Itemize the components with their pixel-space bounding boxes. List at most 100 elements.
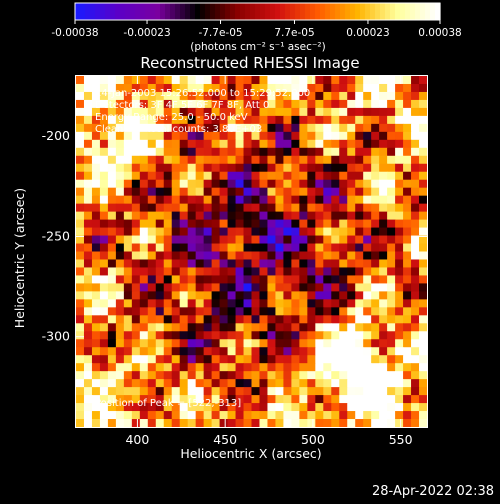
heatmap-cell <box>211 395 221 404</box>
heatmap-cell <box>379 211 388 221</box>
heatmap-cell <box>299 403 308 412</box>
heatmap-cell <box>403 331 412 340</box>
heatmap-cell <box>219 76 229 85</box>
heatmap-cell <box>419 259 428 268</box>
heatmap-cell <box>83 235 93 245</box>
heatmap-cell <box>339 275 348 284</box>
heatmap-cell <box>219 139 229 149</box>
heatmap-cell <box>419 179 428 189</box>
heatmap-cell <box>371 219 380 229</box>
heatmap-cell <box>419 283 428 292</box>
heatmap-cell <box>395 99 404 109</box>
heatmap-cell <box>315 99 324 109</box>
heatmap-cell <box>211 163 221 173</box>
heatmap-cell <box>123 267 133 276</box>
heatmap-cell <box>76 355 85 364</box>
heatmap-cell <box>419 267 428 276</box>
heatmap-cell <box>267 419 276 428</box>
heatmap-cell <box>187 155 197 165</box>
heatmap-cell <box>99 147 109 157</box>
heatmap-cell <box>371 203 380 213</box>
heatmap-cell <box>315 219 324 229</box>
heatmap-cell <box>299 331 308 340</box>
heatmap-cell <box>203 379 213 388</box>
heatmap-cell <box>307 76 316 85</box>
heatmap-cell <box>155 171 165 181</box>
colorbar-segment <box>405 3 411 20</box>
heatmap-cell <box>371 251 380 260</box>
heatmap-cell <box>331 315 340 324</box>
heatmap-cell <box>123 131 133 141</box>
heatmap-cell <box>371 123 380 133</box>
heatmap-cell <box>307 283 316 292</box>
heatmap-cell <box>283 203 292 213</box>
heatmap-cell <box>339 107 348 117</box>
heatmap-cell <box>76 203 85 213</box>
heatmap-cell <box>355 267 364 276</box>
heatmap-cell <box>403 235 412 245</box>
heatmap-cell <box>187 371 197 380</box>
heatmap-cell <box>371 147 380 157</box>
heatmap-cell <box>323 299 332 308</box>
heatmap-cell <box>307 187 316 197</box>
heatmap-cell <box>219 395 229 404</box>
heatmap-cell <box>139 147 149 157</box>
heatmap-cell <box>291 331 300 340</box>
heatmap-cell <box>139 131 149 141</box>
heatmap-cell <box>115 275 125 284</box>
heatmap-cell <box>363 251 372 260</box>
heatmap-cell <box>411 139 420 149</box>
heatmap-cell <box>203 395 213 404</box>
heatmap-cell <box>235 155 245 165</box>
heatmap-cell <box>163 219 173 229</box>
heatmap-cell <box>403 131 412 141</box>
heatmap-cell <box>371 179 380 189</box>
heatmap-cell <box>155 283 165 292</box>
heatmap-cell <box>403 299 412 308</box>
heatmap-cell <box>315 363 324 372</box>
heatmap-cell <box>235 355 245 364</box>
heatmap-cell <box>395 387 404 396</box>
heatmap-cell <box>91 251 101 260</box>
heatmap-cell <box>267 211 276 221</box>
heatmap-cell <box>147 83 157 93</box>
heatmap-cell <box>275 195 284 205</box>
heatmap-cell <box>307 179 316 189</box>
heatmap-cell <box>259 171 268 181</box>
heatmap-cell <box>107 259 117 268</box>
heatmap-cell <box>411 107 420 117</box>
heatmap-cell <box>83 76 93 85</box>
heatmap-cell <box>283 323 292 332</box>
heatmap-cell <box>211 235 221 245</box>
heatmap-cell <box>211 331 221 340</box>
heatmap-cell <box>379 363 388 372</box>
heatmap-cell <box>387 107 396 117</box>
heatmap-cell <box>91 347 101 356</box>
heatmap-cell <box>347 403 356 412</box>
heatmap-cell <box>211 91 221 101</box>
heatmap-cell <box>243 347 252 356</box>
heatmap-cell <box>259 387 268 396</box>
heatmap-cell <box>131 179 141 189</box>
heatmap-cell <box>267 155 276 165</box>
heatmap-cell <box>259 395 268 404</box>
heatmap-cell <box>419 331 428 340</box>
colorbar-tick-label: 0.00023 <box>346 27 389 39</box>
heatmap-cell <box>347 83 356 93</box>
heatmap-cell <box>371 107 380 117</box>
heatmap-cell <box>195 379 205 388</box>
heatmap-cell <box>83 419 93 428</box>
heatmap-cell <box>203 419 213 428</box>
heatmap-cell <box>147 115 157 125</box>
heatmap-cell <box>227 155 237 165</box>
heatmap-cell <box>363 91 372 101</box>
heatmap-cell <box>76 419 85 428</box>
heatmap-cell <box>315 331 324 340</box>
heatmap-cell <box>323 219 332 229</box>
heatmap-cell <box>99 76 109 85</box>
heatmap-cell <box>339 395 348 404</box>
heatmap-cell <box>267 363 276 372</box>
heatmap-cell <box>163 283 173 292</box>
x-tick-label: 400 <box>125 432 149 447</box>
colorbar-segment <box>435 3 441 20</box>
